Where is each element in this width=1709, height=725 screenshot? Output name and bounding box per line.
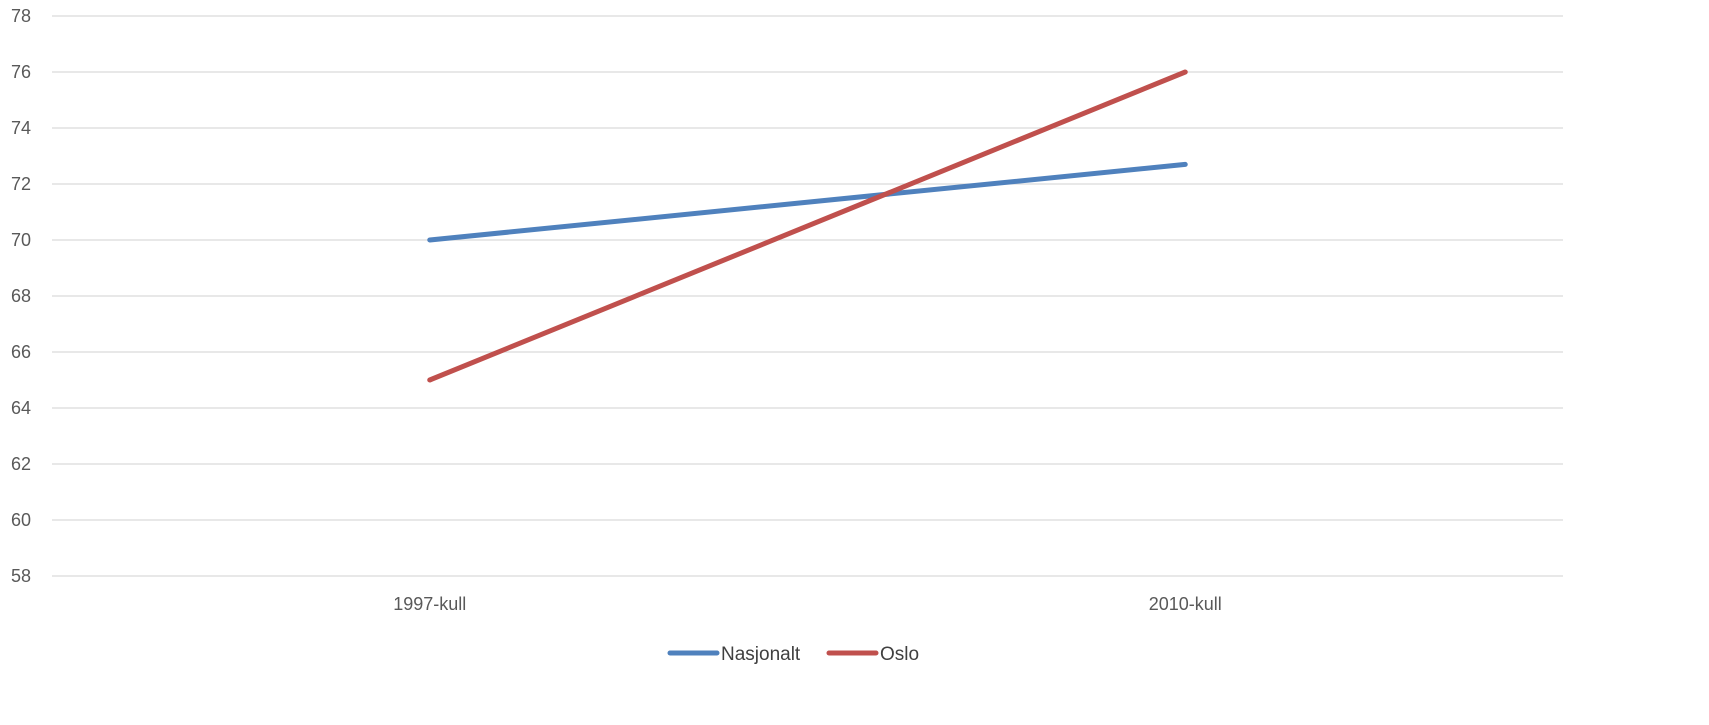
gridlines bbox=[52, 15, 1563, 577]
legend-label-oslo: Oslo bbox=[880, 644, 919, 665]
y-tick-label: 68 bbox=[11, 286, 31, 306]
y-tick-label: 62 bbox=[11, 454, 31, 474]
y-tick-label: 74 bbox=[11, 118, 31, 138]
x-tick-label: 1997-kull bbox=[393, 594, 466, 614]
series-line-oslo bbox=[427, 69, 1188, 383]
x-axis-tick-labels: 1997-kull 2010-kull bbox=[393, 594, 1222, 614]
y-tick-label: 64 bbox=[11, 398, 31, 418]
y-tick-label: 70 bbox=[11, 230, 31, 250]
legend: Nasjonalt Oslo bbox=[667, 644, 919, 665]
y-axis-tick-labels: 58 60 62 64 66 68 70 72 74 76 78 bbox=[11, 6, 31, 586]
y-tick-label: 76 bbox=[11, 62, 31, 82]
y-tick-label: 78 bbox=[11, 6, 31, 26]
y-tick-label: 72 bbox=[11, 174, 31, 194]
y-tick-label: 58 bbox=[11, 566, 31, 586]
x-tick-label: 2010-kull bbox=[1149, 594, 1222, 614]
legend-label-nasjonalt: Nasjonalt bbox=[721, 644, 801, 665]
y-tick-label: 60 bbox=[11, 510, 31, 530]
y-tick-label: 66 bbox=[11, 342, 31, 362]
series-lines bbox=[427, 69, 1188, 383]
series-line-nasjonalt bbox=[427, 161, 1188, 243]
